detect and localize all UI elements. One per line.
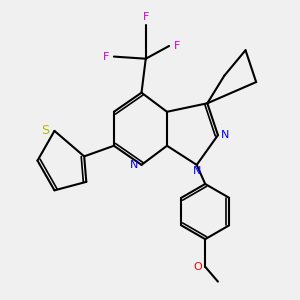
Text: N: N xyxy=(221,130,229,140)
Text: F: F xyxy=(174,41,180,51)
Text: N: N xyxy=(130,160,139,170)
Text: S: S xyxy=(41,124,49,137)
Text: F: F xyxy=(103,52,110,61)
Text: O: O xyxy=(193,262,202,272)
Text: N: N xyxy=(193,166,201,176)
Text: F: F xyxy=(142,12,149,22)
